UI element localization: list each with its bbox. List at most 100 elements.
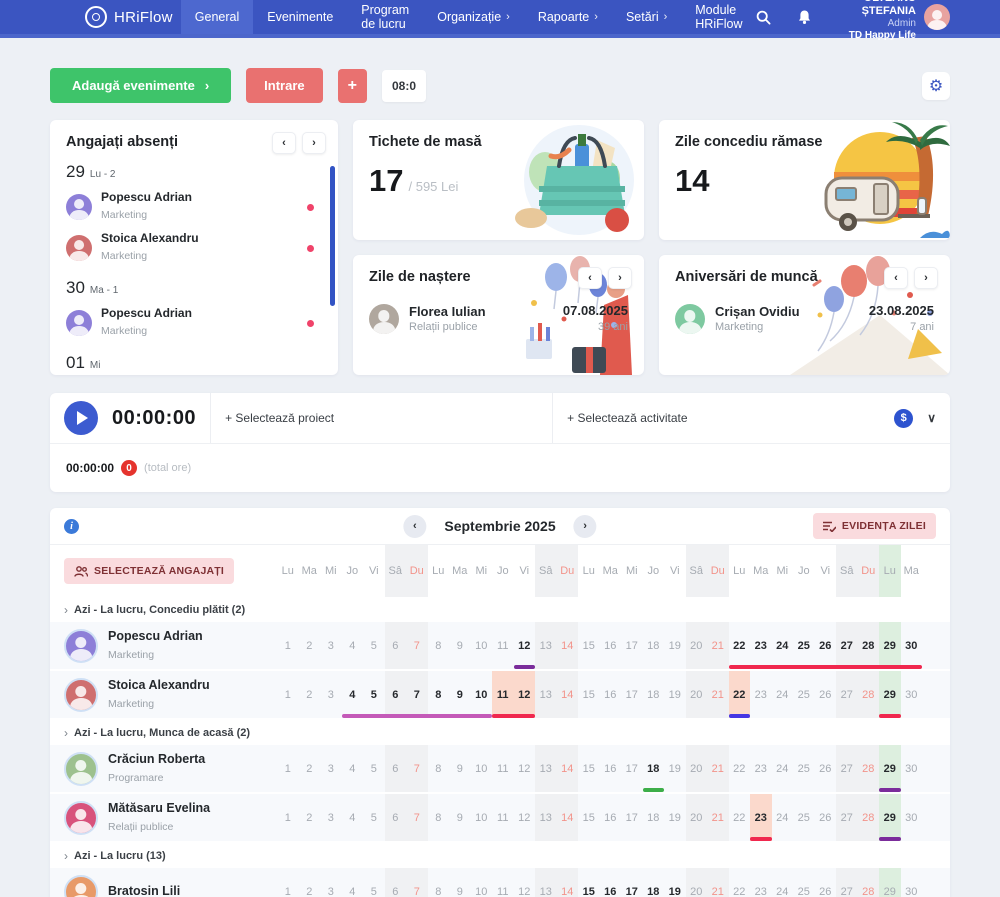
day-cell[interactable]: 25	[797, 639, 810, 652]
employee-name[interactable]: Popescu Adrian	[108, 629, 203, 644]
day-cell[interactable]: 1	[284, 885, 291, 897]
settings-gear-icon[interactable]: ⚙	[922, 71, 950, 100]
day-cell[interactable]: 20	[685, 622, 707, 669]
day-cell[interactable]: 14	[556, 622, 578, 669]
day-cell[interactable]: 6	[384, 794, 406, 841]
info-icon[interactable]: i	[64, 518, 79, 534]
day-cell[interactable]: 25	[797, 688, 810, 701]
day-cell[interactable]: 7	[406, 868, 428, 897]
birthdays-next-button[interactable]: ›	[608, 267, 632, 289]
day-cell[interactable]: 7	[406, 671, 428, 718]
day-cell[interactable]: 9	[456, 811, 463, 824]
day-cell[interactable]: 23	[754, 639, 767, 652]
day-cell[interactable]: 22	[733, 811, 746, 824]
day-cell[interactable]: 20	[685, 868, 707, 897]
day-cell[interactable]: 29	[879, 868, 901, 897]
day-cell[interactable]: 21	[707, 622, 729, 669]
day-cell[interactable]: 14	[556, 868, 578, 897]
billable-icon[interactable]: $	[894, 408, 914, 428]
day-cell[interactable]: 28	[857, 868, 879, 897]
day-cell[interactable]: 11	[497, 811, 509, 824]
birthday-entry[interactable]: Florea Iulian Relații publice 07.08.2025…	[369, 303, 628, 334]
day-cell[interactable]: 23	[750, 794, 772, 841]
day-cell[interactable]: 3	[327, 885, 334, 897]
day-cell[interactable]: 10	[475, 688, 488, 701]
anniversaries-prev-button[interactable]: ‹	[884, 267, 908, 289]
day-cell[interactable]: 11	[497, 639, 509, 652]
day-cell[interactable]: 1	[284, 688, 291, 701]
day-cell[interactable]: 17	[625, 811, 638, 824]
anniversary-entry[interactable]: Crișan Ovidiu Marketing 23.08.2025 7 ani	[675, 303, 934, 334]
day-cell[interactable]: 12	[513, 671, 535, 718]
day-cell[interactable]: 7	[406, 745, 428, 792]
day-cell[interactable]: 16	[604, 762, 617, 775]
user-avatar[interactable]	[924, 4, 950, 30]
day-cell[interactable]: 28	[857, 745, 879, 792]
day-cell[interactable]: 1	[284, 639, 291, 652]
day-cell[interactable]: 29	[879, 671, 901, 718]
calendar-group-header[interactable]: › Azi - La lucru (13)	[50, 843, 950, 868]
day-cell[interactable]: 18	[647, 885, 660, 897]
day-cell[interactable]: 7	[406, 794, 428, 841]
day-cell[interactable]: 28	[857, 794, 879, 841]
day-cell[interactable]: 20	[685, 745, 707, 792]
absent-employee-row[interactable]: Popescu Adrian Marketing	[66, 186, 328, 227]
day-cell[interactable]: 26	[819, 688, 832, 701]
day-cell[interactable]: 7	[406, 622, 428, 669]
day-cell[interactable]: 18	[647, 762, 660, 775]
day-cell[interactable]: 12	[518, 639, 531, 652]
day-cell[interactable]: 25	[797, 885, 810, 897]
timer-expand-chevron-icon[interactable]: ∨	[927, 411, 937, 425]
day-cell[interactable]: 13	[535, 622, 557, 669]
day-cell[interactable]: 3	[327, 639, 334, 652]
day-cell[interactable]: 4	[349, 688, 356, 701]
day-cell[interactable]: 9	[456, 639, 463, 652]
absent-employee-row[interactable]: Stoica Alexandru Marketing	[66, 227, 328, 268]
day-cell[interactable]: 16	[604, 885, 617, 897]
day-cell[interactable]: 17	[625, 885, 638, 897]
day-cell[interactable]: 22	[733, 639, 746, 652]
day-cell[interactable]: 24	[776, 811, 789, 824]
day-cell[interactable]: 12	[518, 811, 531, 824]
day-cell[interactable]: 28	[857, 671, 879, 718]
day-cell[interactable]: 13	[535, 794, 557, 841]
add-events-button[interactable]: Adaugă evenimente ›	[50, 68, 232, 103]
day-cell[interactable]: 24	[776, 762, 789, 775]
day-cell[interactable]: 10	[475, 762, 488, 775]
day-cell[interactable]: 26	[819, 811, 832, 824]
day-cell[interactable]: 29	[879, 745, 901, 792]
user-menu[interactable]: OLTEANU ȘTEFANIA Admin TD Happy Life	[838, 0, 950, 42]
nav-item-evenimente[interactable]: Evenimente	[253, 0, 347, 34]
day-cell[interactable]: 10	[475, 885, 488, 897]
employee-name[interactable]: Mătăsaru Evelina	[108, 801, 211, 816]
day-cell[interactable]: 5	[370, 688, 377, 701]
calendar-group-header[interactable]: › Azi - La lucru, Concediu plătit (2)	[50, 597, 950, 622]
day-cell[interactable]: 14	[556, 794, 578, 841]
day-cell[interactable]: 25	[797, 811, 810, 824]
day-cell[interactable]: 27	[836, 622, 858, 669]
day-cell[interactable]: 25	[797, 762, 810, 775]
nav-item-module-hriflow[interactable]: Module HRiFlow	[681, 0, 756, 34]
absent-prev-button[interactable]: ‹	[272, 132, 296, 154]
day-cell[interactable]: 2	[306, 639, 313, 652]
day-cell[interactable]: 30	[905, 885, 918, 897]
day-cell[interactable]: 11	[497, 885, 509, 897]
day-cell[interactable]: 29	[879, 622, 901, 669]
day-cell[interactable]: 22	[733, 762, 746, 775]
nav-item-program-de-lucru[interactable]: Program de lucru	[347, 0, 423, 34]
day-cell[interactable]: 26	[819, 885, 832, 897]
day-cell[interactable]: 22	[733, 885, 746, 897]
day-cell[interactable]: 5	[370, 762, 377, 775]
day-cell[interactable]: 30	[905, 762, 918, 775]
day-cell[interactable]: 17	[625, 688, 638, 701]
evidenta-zilei-button[interactable]: EVIDENȚA ZILEI	[812, 513, 936, 539]
day-cell[interactable]: 30	[905, 639, 918, 652]
day-cell[interactable]: 21	[707, 794, 729, 841]
day-cell[interactable]: 27	[836, 868, 858, 897]
select-employees-button[interactable]: SELECTEAZĂ ANGAJAȚI	[64, 558, 234, 584]
day-cell[interactable]: 5	[370, 885, 377, 897]
day-cell[interactable]: 6	[384, 868, 406, 897]
day-cell[interactable]: 12	[518, 762, 531, 775]
day-cell[interactable]: 21	[707, 671, 729, 718]
day-cell[interactable]: 19	[668, 885, 681, 897]
